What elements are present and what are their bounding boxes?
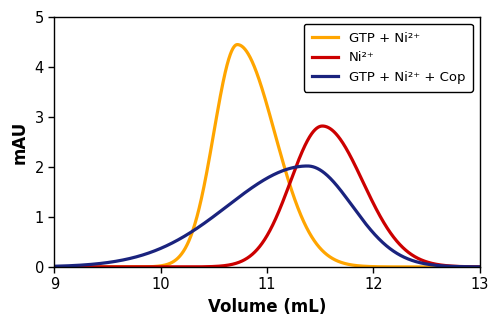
Legend: GTP + Ni²⁺, Ni²⁺, GTP + Ni²⁺ + Cop: GTP + Ni²⁺, Ni²⁺, GTP + Ni²⁺ + Cop (304, 24, 473, 92)
Ni²⁺ (125, 265, 131, 269)
GTP + Ni²⁺ (52, 265, 58, 269)
Ni²⁺ (233, 261, 239, 265)
Ni²⁺ (100, 265, 106, 269)
Line: Ni²⁺: Ni²⁺ (54, 126, 480, 267)
Ni²⁺ (214, 264, 220, 268)
GTP + Ni²⁺ + Cop (125, 257, 131, 261)
Ni²⁺ (422, 260, 428, 264)
GTP + Ni²⁺ (422, 265, 428, 269)
GTP + Ni²⁺ (100, 265, 106, 269)
Line: GTP + Ni²⁺ + Cop: GTP + Ni²⁺ + Cop (54, 166, 480, 267)
Ni²⁺ (468, 265, 474, 269)
Y-axis label: mAU: mAU (11, 120, 29, 164)
Ni²⁺ (320, 124, 326, 128)
GTP + Ni²⁺ + Cop (476, 265, 482, 269)
GTP + Ni²⁺ (234, 43, 240, 46)
X-axis label: Volume (mL): Volume (mL) (208, 298, 326, 316)
GTP + Ni²⁺ + Cop (468, 265, 474, 269)
GTP + Ni²⁺ (233, 43, 239, 47)
GTP + Ni²⁺ + Cop (52, 264, 58, 268)
Line: GTP + Ni²⁺: GTP + Ni²⁺ (54, 44, 480, 267)
GTP + Ni²⁺ (468, 265, 474, 269)
GTP + Ni²⁺ + Cop (233, 198, 239, 201)
Ni²⁺ (52, 265, 58, 269)
GTP + Ni²⁺ + Cop (214, 212, 220, 215)
GTP + Ni²⁺ + Cop (100, 261, 106, 265)
GTP + Ni²⁺ (476, 265, 482, 269)
GTP + Ni²⁺ (214, 110, 220, 113)
GTP + Ni²⁺ + Cop (422, 262, 428, 266)
Ni²⁺ (476, 265, 482, 269)
GTP + Ni²⁺ + Cop (304, 164, 310, 168)
GTP + Ni²⁺ (125, 265, 131, 269)
